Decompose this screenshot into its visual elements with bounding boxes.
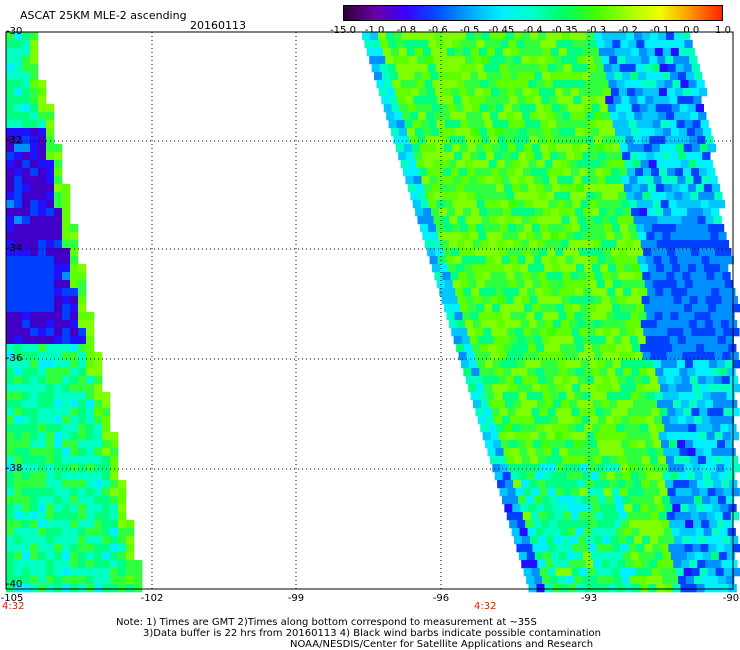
- graticule: [6, 32, 733, 589]
- colorbar-tick-label: -0.6: [428, 25, 448, 36]
- colorbar-tick-label: -0.4: [523, 25, 543, 36]
- colorbar-tick-label: -1.0: [364, 25, 385, 36]
- colorbar-tick-label: 0.0: [683, 25, 700, 36]
- colorbar-swatch: [691, 5, 724, 21]
- colorbar-swatch: [596, 5, 629, 21]
- colorbar-swatch: [438, 5, 471, 21]
- lon-label: -93: [580, 593, 598, 604]
- lat-label: -36: [6, 353, 23, 364]
- colorbar-swatch: [469, 5, 502, 21]
- colorbar-tick-label: -15.0: [330, 25, 356, 36]
- time-label: 4:32: [474, 601, 497, 612]
- colorbar-tick-label: -0.3: [586, 25, 607, 36]
- map-date: 20160113: [190, 19, 246, 32]
- footer-credit: NOAA/NESDIS/Center for Satellite Applica…: [290, 639, 594, 650]
- colorbar-swatch: [406, 5, 439, 21]
- colorbar: [343, 5, 724, 21]
- lon-label: -102: [140, 593, 164, 604]
- footer-note-2: 3)Data buffer is 22 hrs from 20160113 4)…: [143, 628, 601, 639]
- lat-label: -38: [6, 463, 23, 474]
- lon-label: -99: [287, 593, 305, 604]
- lon-label: -96: [432, 593, 450, 604]
- colorbar-tick-label: 1.0: [715, 25, 731, 36]
- lon-label: -105: [0, 593, 24, 604]
- colorbar-tick-label: -0.35: [551, 25, 578, 36]
- colorbar-swatch: [659, 5, 692, 21]
- colorbar-swatch: [628, 5, 661, 21]
- lon-label: -90: [722, 593, 740, 604]
- colorbar-tick-label: -0.45: [488, 25, 515, 36]
- colorbar-tick-label: -0.1: [649, 25, 670, 36]
- time-label: 4:32: [2, 601, 25, 612]
- swath-data-layer: [6, 32, 740, 593]
- lat-label: -32: [6, 135, 23, 146]
- colorbar-swatch: [374, 5, 407, 21]
- map-frame: [5, 31, 734, 590]
- colorbar-swatch: [533, 5, 566, 21]
- colorbar-swatch: [564, 5, 597, 21]
- colorbar-swatch: [501, 5, 534, 21]
- map-title: ASCAT 25KM MLE-2 ascending: [20, 9, 187, 22]
- footer-note-1: Note: 1) Times are GMT 2)Times along bot…: [116, 617, 537, 628]
- lat-label: -40: [6, 579, 23, 590]
- colorbar-tick-label: -0.8: [396, 25, 417, 36]
- lat-label: -30: [6, 26, 23, 37]
- colorbar-tick-label: -0.2: [618, 25, 638, 36]
- lat-label: -34: [6, 243, 23, 254]
- colorbar-swatch: [343, 5, 376, 21]
- colorbar-tick-label: -0.5: [459, 25, 480, 36]
